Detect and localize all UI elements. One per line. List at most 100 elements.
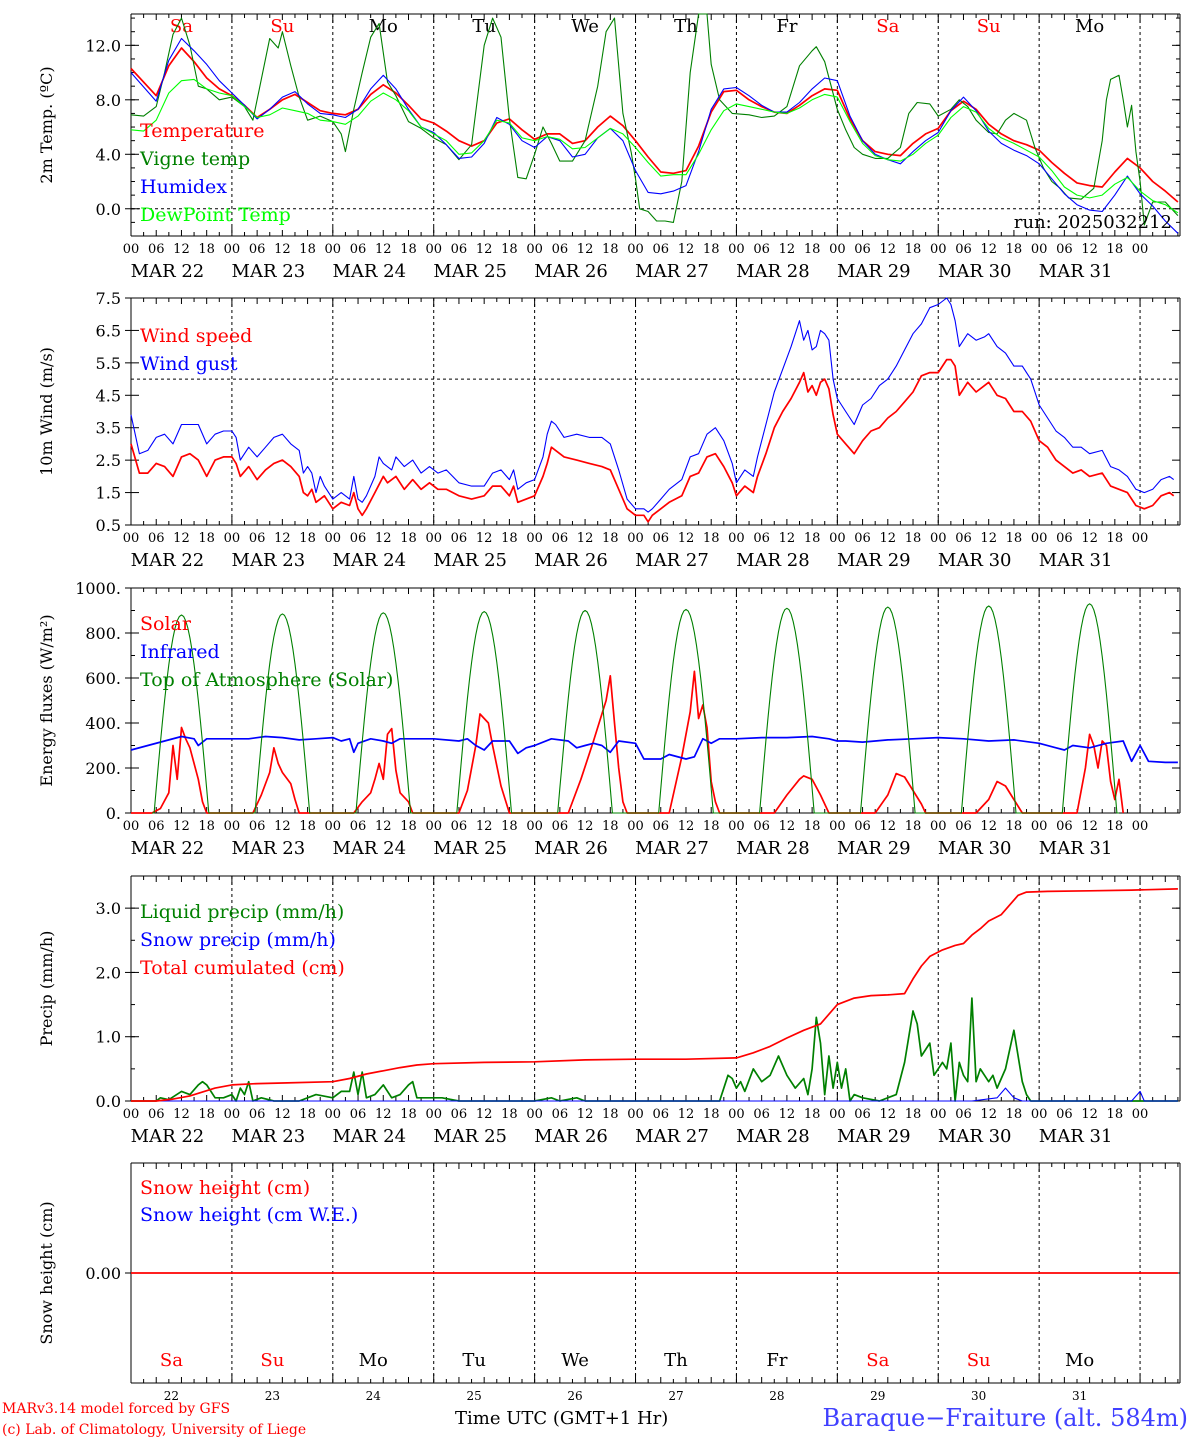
x-hour-label: 12 [678,531,695,546]
x-hour-label: 06 [249,1107,266,1122]
x-day-label: MAR 27 [635,838,709,859]
y-tick-label: 4.0 [96,145,121,164]
x-hour-label: 12 [274,1107,291,1122]
weekday-label: Su [270,16,294,37]
y-tick-label: 3.5 [96,419,121,438]
x-hour-label: 06 [955,819,972,834]
x-hour-label: 06 [552,819,569,834]
x-day-label: MAR 22 [131,838,205,859]
y-tick-label: 2.5 [96,451,121,470]
panel-1: 0.0 4.0 8.0 12.0 2m Temp. (ºC) 00 06 12 18 MAR 22… [37,13,1181,282]
x-day-label: MAR 30 [938,550,1012,571]
x-day-label: MAR 27 [635,261,709,282]
x-hour-label: 06 [451,531,468,546]
x-hour-label: 12 [173,819,190,834]
x-hour-label: 18 [905,819,922,834]
x-hour-label: 06 [148,1107,165,1122]
x-hour-label: 18 [400,819,417,834]
x-hour-label: 18 [198,819,215,834]
x-hour-label: 06 [854,242,871,257]
series-line-wind-speed [130,358,1175,523]
legend-entry: DewPoint Temp [140,204,291,226]
x-hour-label: 18 [703,1107,720,1122]
x-hour-label: 12 [779,531,796,546]
x-hour-label: 18 [905,531,922,546]
x-hour-label: 00 [829,242,846,257]
x-day-label: MAR 24 [332,1126,406,1147]
x-hour-label: 00 [224,531,241,546]
series-group [130,13,1179,234]
x-day-label: MAR 31 [1039,261,1113,282]
x-hour-label: 18 [501,1107,518,1122]
credit-line-2: (c) Lab. of Climatology, University of L… [2,1422,306,1438]
credit-line-1: MARv3.14 model forced by GFS [2,1401,230,1417]
x-hour-label: 06 [955,1107,972,1122]
x-hour-label: 06 [1056,819,1073,834]
x-hour-label: 06 [451,1107,468,1122]
x-hour-label: 00 [829,531,846,546]
x-hour-label: 06 [753,1107,770,1122]
series-line-dewpoint-temp [130,78,1179,214]
x-hour-label: 18 [501,531,518,546]
x-day-label: MAR 26 [534,550,608,571]
x-hour-label: 06 [249,242,266,257]
x-hour-label: 00 [829,1107,846,1122]
y-tick-label: 400. [85,714,121,733]
panel-2: 0.5 1.5 2.5 3.5 4.5 5.5 6.5 7.5 10m Wind (m/s) 00… [37,289,1181,571]
y-tick-label: 0.5 [96,516,121,535]
x-hour-label: 00 [526,242,543,257]
x-hour-label: 06 [652,819,669,834]
x-hour-label: 06 [249,531,266,546]
series-group [131,888,1178,1102]
x-hour-label: 00 [325,1107,342,1122]
y-axis-title: Precip (mm/h) [37,931,56,1047]
x-hour-label: 06 [148,242,165,257]
x-day-label: MAR 22 [131,1126,205,1147]
y-axis-title: 2m Temp. (ºC) [37,66,56,183]
x-hour-label: 00 [728,531,745,546]
x-hour-label: 18 [501,242,518,257]
x-hour-label: 00 [829,819,846,834]
x-day-label: MAR 23 [232,1126,306,1147]
x-hour-label: 00 [526,531,543,546]
weekday-label: Mo [1075,16,1104,37]
x-day-label: MAR 27 [635,550,709,571]
x-day-label: MAR 22 [131,550,205,571]
legend-entry: Solar [140,613,192,635]
x-hour-label: 18 [1006,242,1023,257]
x-axis-label-a: Time UTC (GMT [455,1408,605,1429]
x-hour-label: 06 [652,531,669,546]
y-axis-title: 10m Wind (m/s) [37,347,56,476]
x-day-label: MAR 30 [938,261,1012,282]
x-hour-label: 18 [804,819,821,834]
x-hour-label: 12 [375,1107,392,1122]
x-hour-label: 12 [980,819,997,834]
weekday-label: Su [967,1350,991,1371]
x-hour-label: 12 [1081,819,1098,834]
x-day-label: MAR 30 [938,838,1012,859]
y-axis-title: Snow height (cm) [37,1201,56,1344]
y-tick-label: 8.0 [96,91,121,110]
weekday-label: Mo [1065,1350,1094,1371]
x-hour-label: 06 [1056,242,1073,257]
weekday-label: Mo [369,16,398,37]
legend-entry: Top of Atmosphere (Solar) [140,669,393,691]
y-tick-label: 0. [106,804,121,823]
run-annotation: run: 2025032212 [1014,212,1172,233]
x-hour-label: 00 [325,242,342,257]
series-line-liquid-precip-mm-h- [131,997,1178,1102]
x-hour-label: 00 [627,1107,644,1122]
legend-entry: Snow height (cm W.E.) [140,1204,358,1226]
day-number-label: 31 [1072,1389,1087,1403]
series-line-top-of-atmosphere-solar- [152,603,1119,814]
x-day-label: MAR 28 [736,838,810,859]
chart-panels: 0.0 4.0 8.0 12.0 2m Temp. (ºC) 00 06 12 18 MAR 22… [37,13,1181,1403]
x-hour-label: 00 [526,1107,543,1122]
y-tick-label: 1000. [75,579,121,598]
x-hour-label: 06 [753,242,770,257]
x-hour-label: 18 [703,242,720,257]
x-hour-label: 00 [1031,242,1048,257]
x-hour-label: 18 [1107,242,1124,257]
series-line-infrared [130,735,1178,764]
x-hour-label: 06 [249,819,266,834]
